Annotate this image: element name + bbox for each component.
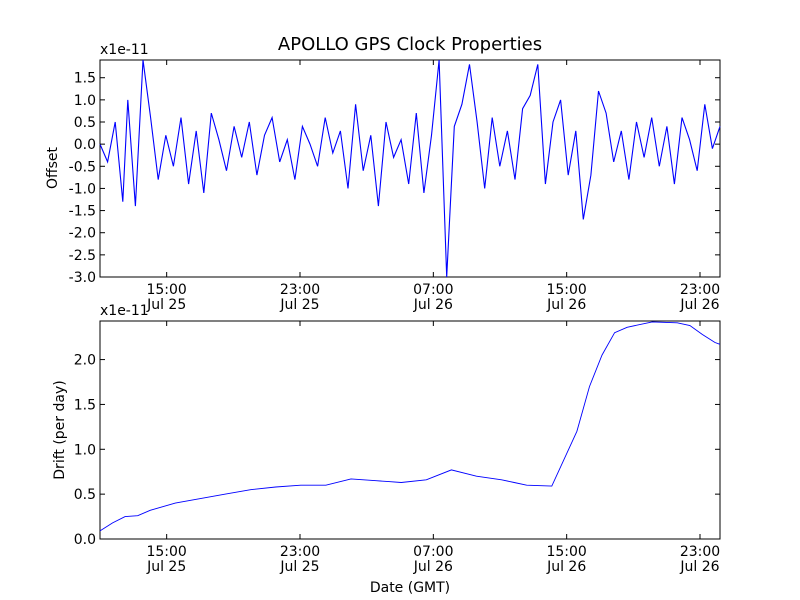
drift-line [99, 321, 721, 532]
chart-title: APOLLO GPS Clock Properties [278, 34, 542, 55]
drift-x-tick-date: Jul 26 [679, 559, 719, 575]
offset-x-tick-time: 23:00 [280, 282, 320, 298]
drift-scale-label: x1e-11 [100, 303, 149, 319]
offset-x-tick-time: 23:00 [680, 282, 720, 298]
offset-y-ticks: 1.5 1.0 0.5 0.0 -0.5 -1.0 -1.5 -2.0 -2.5 -3.0 [69, 71, 720, 286]
x-axis-label: Date (GMT) [370, 580, 450, 596]
offset-y-tick-label: -3.0 [69, 270, 96, 286]
offset-y-tick-label: 0.0 [74, 137, 96, 153]
offset-y-tick-label: -2.5 [69, 248, 96, 264]
offset-y-tick-label: 1.0 [74, 93, 96, 109]
offset-y-tick-label: -0.5 [69, 159, 96, 175]
offset-x-tick-time: 15:00 [546, 282, 586, 298]
drift-x-tick-date: Jul 25 [146, 559, 186, 575]
drift-y-axis-label: Drift (per day) [52, 380, 68, 479]
drift-x-tick-time: 23:00 [680, 544, 720, 560]
offset-x-tick-date: Jul 26 [679, 297, 719, 313]
drift-plot-frame [99, 320, 721, 540]
drift-x-tick-time: 15:00 [546, 544, 586, 560]
drift-x-tick-time: 23:00 [280, 544, 320, 560]
offset-y-tick-label: 1.5 [74, 71, 96, 87]
offset-y-tick-label: 0.5 [74, 115, 96, 131]
offset-y-axis-label: Offset [45, 146, 61, 189]
offset-x-tick-date: Jul 26 [546, 297, 586, 313]
drift-y-tick-label: 2.0 [74, 353, 96, 369]
drift-series-line [99, 321, 721, 532]
offset-x-tick-date: Jul 26 [413, 297, 453, 313]
drift-y-ticks: 2.0 1.5 1.0 0.5 0.0 [74, 353, 720, 548]
offset-panel: 1.5 1.0 0.5 0.0 -0.5 -1.0 -1.5 -2.0 -2.5 -3.0 15:… [45, 42, 721, 313]
offset-y-tick-label: -1.0 [69, 181, 96, 197]
drift-x-tick-time: 07:00 [413, 544, 453, 560]
offset-scale-label: x1e-11 [100, 42, 149, 58]
drift-x-tick-date: Jul 25 [279, 559, 319, 575]
offset-line [99, 59, 721, 278]
drift-y-tick-label: 1.5 [74, 397, 96, 413]
drift-y-tick-label: 1.0 [74, 442, 96, 458]
drift-x-tick-date: Jul 26 [546, 559, 586, 575]
offset-y-tick-label: -2.0 [69, 226, 96, 242]
offset-y-tick-label: -1.5 [69, 204, 96, 220]
drift-y-tick-label: 0.0 [74, 532, 96, 548]
drift-x-tick-date: Jul 26 [413, 559, 453, 575]
offset-x-tick-time: 07:00 [413, 282, 453, 298]
drift-y-tick-label: 0.5 [74, 487, 96, 503]
offset-x-tick-date: Jul 25 [146, 297, 186, 313]
offset-x-tick-date: Jul 25 [279, 297, 319, 313]
drift-x-tick-time: 15:00 [146, 544, 186, 560]
offset-series-line [99, 59, 721, 278]
offset-x-tick-time: 15:00 [146, 282, 186, 298]
